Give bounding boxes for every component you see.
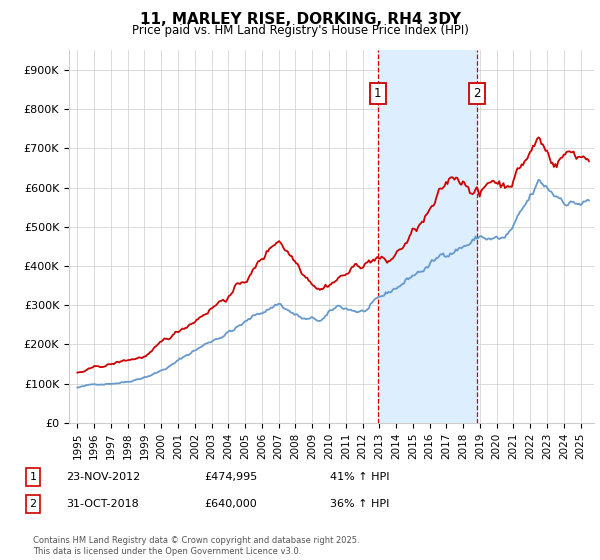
Text: 1: 1: [29, 472, 37, 482]
Text: 23-NOV-2012: 23-NOV-2012: [66, 472, 140, 482]
Text: 2: 2: [473, 87, 481, 100]
Text: £474,995: £474,995: [204, 472, 257, 482]
Text: 2: 2: [29, 499, 37, 509]
Bar: [377, 50, 477, 423]
Text: 36% ↑ HPI: 36% ↑ HPI: [330, 499, 389, 509]
Text: Price paid vs. HM Land Registry's House Price Index (HPI): Price paid vs. HM Land Registry's House …: [131, 24, 469, 37]
Text: 1: 1: [374, 87, 382, 100]
Text: Contains HM Land Registry data © Crown copyright and database right 2025.
This d: Contains HM Land Registry data © Crown c…: [33, 536, 359, 556]
Text: 41% ↑ HPI: 41% ↑ HPI: [330, 472, 389, 482]
Text: 31-OCT-2018: 31-OCT-2018: [66, 499, 139, 509]
Text: 11, MARLEY RISE, DORKING, RH4 3DY: 11, MARLEY RISE, DORKING, RH4 3DY: [139, 12, 461, 27]
Text: £640,000: £640,000: [204, 499, 257, 509]
